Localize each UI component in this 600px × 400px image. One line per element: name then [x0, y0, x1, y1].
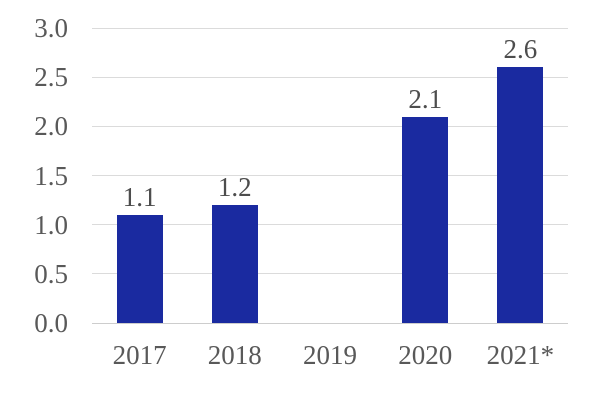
y-axis-tick-label: 1.0 — [34, 209, 68, 240]
bar-value-label: 2.6 — [503, 34, 538, 65]
x-axis-tick-label: 2021* — [486, 340, 555, 370]
y-axis-tick-label: 0.5 — [34, 258, 68, 289]
x-axis-tick-label: 2018 — [207, 340, 262, 370]
bar-2020 — [402, 116, 449, 323]
bar-value-label: 2.1 — [408, 83, 443, 114]
gridline — [92, 125, 568, 127]
y-axis-tick-label: 1.5 — [34, 160, 68, 191]
gridline — [92, 273, 568, 275]
bar-2017 — [116, 214, 163, 323]
gridline — [92, 224, 568, 226]
x-axis-tick-label: 2017 — [112, 340, 167, 370]
bar-2018 — [211, 205, 258, 323]
x-axis-line — [92, 322, 568, 324]
bar-value-label: 1.2 — [217, 172, 252, 202]
y-axis-tick-label: 2.0 — [34, 111, 68, 142]
gridline — [92, 27, 568, 29]
gridline — [92, 175, 568, 176]
x-axis-tick-label: 2019 — [302, 340, 357, 370]
bar-value-label: 1.1 — [122, 181, 157, 212]
bar-2021* — [497, 67, 544, 323]
y-axis-tick-label: 0.0 — [34, 308, 68, 338]
gridline — [92, 76, 568, 78]
y-axis-tick-label: 2.5 — [34, 62, 68, 93]
y-axis-tick-label: 3.0 — [34, 13, 68, 43]
x-axis-tick-label: 2020 — [398, 340, 453, 370]
